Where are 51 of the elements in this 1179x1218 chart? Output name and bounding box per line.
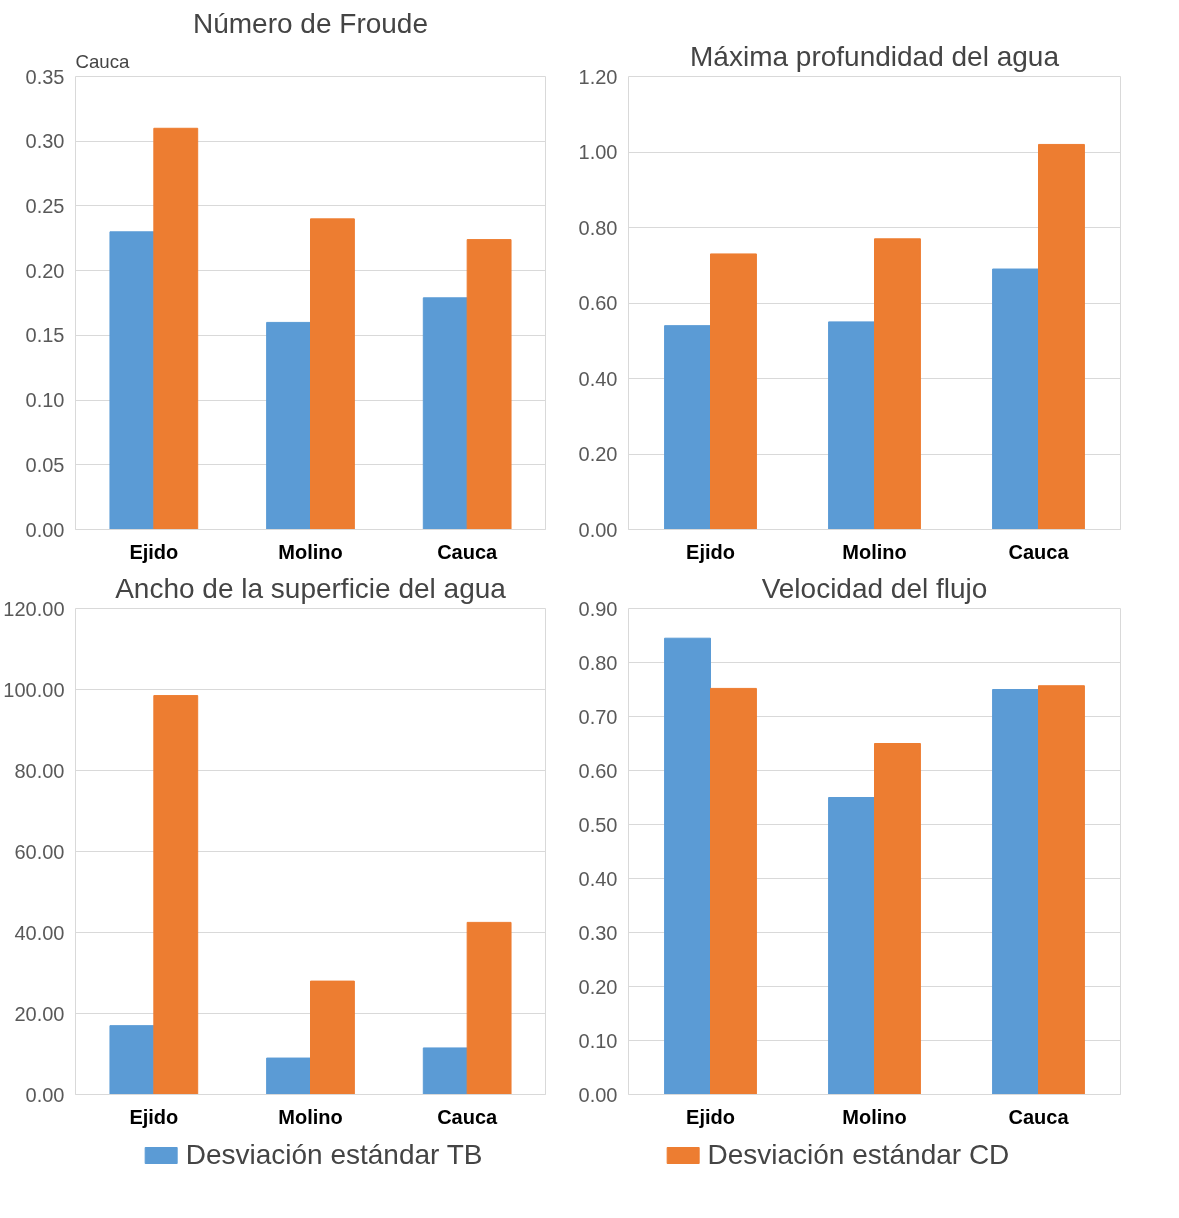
- x-tick-label: Ejido: [686, 1105, 735, 1128]
- y-tick-label: 0.90: [578, 597, 618, 620]
- y-tick-label: 0.00: [25, 1083, 65, 1106]
- x-tick-label: Molino: [842, 1105, 907, 1128]
- y-tick-label: 20.00: [14, 1002, 65, 1025]
- y-tick-label: 1.00: [578, 141, 618, 163]
- y-tick-label: 0.70: [578, 705, 618, 728]
- x-tick-label: Molino: [278, 540, 343, 563]
- chart-title: Número de Froude: [193, 7, 429, 39]
- y-tick-label: 0.30: [25, 130, 65, 153]
- y-tick-label: 0.20: [578, 443, 618, 465]
- y-tick-label: 40.00: [14, 921, 65, 944]
- x-tick-label: Ejido: [129, 540, 179, 563]
- y-tick-label: 0.60: [578, 292, 618, 314]
- x-tick-label: Cauca: [437, 540, 499, 563]
- y-tick-label: 0.20: [25, 259, 65, 282]
- y-tick-label: 0.40: [578, 367, 618, 390]
- y-tick-label: 0.30: [578, 921, 618, 944]
- y-tick-label: 0.10: [25, 389, 65, 412]
- y-tick-label: 0.25: [25, 194, 65, 217]
- x-tick-label: Cauca: [1008, 540, 1070, 563]
- legend-label: Desviación estándar CD: [707, 1139, 1010, 1171]
- chart-title: Máxima profundidad del agua: [690, 40, 1060, 72]
- x-tick-label: Molino: [842, 540, 907, 563]
- chart-title: Ancho de la superficie del agua: [115, 572, 507, 604]
- y-tick-label: 100.00: [3, 678, 65, 701]
- y-tick-label: 0.80: [578, 216, 618, 239]
- y-tick-label: 60.00: [14, 840, 65, 863]
- y-tick-label: 0.00: [578, 1083, 618, 1106]
- chart-title: Velocidad del flujo: [761, 572, 988, 604]
- y-tick-label: 0.05: [25, 453, 65, 476]
- legend-label: Desviación estándar TB: [185, 1139, 483, 1171]
- y-tick-label: 0.40: [578, 867, 618, 890]
- y-tick-label: 0.35: [25, 65, 65, 88]
- x-tick-label: Ejido: [129, 1105, 179, 1128]
- x-tick-label: Molino: [278, 1105, 343, 1128]
- y-tick-label: 0.00: [578, 518, 618, 541]
- x-tick-label: Cauca: [1008, 1105, 1070, 1128]
- y-tick-label: 0.60: [578, 759, 618, 782]
- text: Cauca: [75, 50, 131, 72]
- x-tick-label: Cauca: [437, 1105, 499, 1128]
- y-tick-label: 0.10: [578, 1029, 618, 1052]
- y-tick-label: 0.15: [25, 324, 65, 347]
- y-tick-label: 80.00: [14, 759, 65, 782]
- y-tick-label: 0.20: [578, 975, 618, 998]
- y-tick-label: 1.20: [578, 65, 618, 88]
- y-tick-label: 0.50: [578, 813, 618, 836]
- y-tick-label: 0.00: [25, 518, 65, 541]
- y-tick-label: 120.00: [3, 597, 65, 620]
- x-tick-label: Ejido: [686, 540, 735, 563]
- y-tick-label: 0.80: [578, 651, 618, 674]
